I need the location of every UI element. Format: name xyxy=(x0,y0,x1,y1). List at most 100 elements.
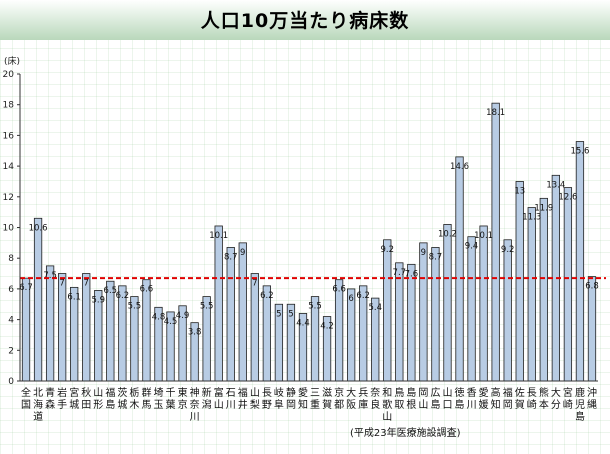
category-label: 群馬 xyxy=(141,386,151,411)
data-label: 7 xyxy=(84,279,89,289)
category-label: 石川 xyxy=(226,388,236,411)
category-label: 富山 xyxy=(214,386,224,411)
data-label: 7.5 xyxy=(43,271,57,281)
bar xyxy=(21,277,31,382)
category-label: 岩手 xyxy=(57,386,67,411)
category-label: 千葉 xyxy=(166,387,176,411)
category-labels: 全国北海道青森岩手宮城秋田山形福島茨城栃木群馬埼玉千葉東京神奈川新潟富山石川福井… xyxy=(21,386,597,423)
category-label: 埼玉 xyxy=(153,386,163,411)
category-label: 山形 xyxy=(93,387,103,411)
chart-title: 人口10万当たり病床数 xyxy=(200,10,410,32)
bar xyxy=(395,262,404,382)
category-label: 大分 xyxy=(551,386,561,411)
category-label: 長野 xyxy=(262,387,272,411)
data-label: 5.4 xyxy=(368,303,382,313)
y-tick-label: 14 xyxy=(3,162,15,172)
bars xyxy=(21,102,597,382)
category-label: 新潟 xyxy=(202,386,212,411)
data-label: 10.1 xyxy=(209,231,228,241)
data-label: 4.9 xyxy=(176,311,190,321)
bar xyxy=(467,236,476,382)
data-label: 4.4 xyxy=(296,318,310,328)
y-tick-label: 18 xyxy=(3,101,15,111)
category-label: 全国 xyxy=(21,386,31,411)
category-label: 岡山 xyxy=(418,387,428,411)
data-label: 6.2 xyxy=(260,291,274,301)
data-label: 8.7 xyxy=(224,252,238,262)
data-label: 6 xyxy=(348,294,353,304)
y-tick-label: 16 xyxy=(3,131,15,141)
category-label: 沖縄 xyxy=(587,386,597,411)
bar xyxy=(383,239,392,382)
bar xyxy=(455,156,464,382)
data-label: 10.6 xyxy=(29,223,48,233)
source-note: (平成23年医療施設調査) xyxy=(350,426,461,439)
data-label: 4.8 xyxy=(152,312,166,322)
y-tick-label: 2 xyxy=(8,346,14,356)
y-tick-label: 20 xyxy=(3,70,15,80)
category-label: 青森 xyxy=(45,386,55,411)
data-label: 5.9 xyxy=(92,295,106,305)
bar xyxy=(142,279,151,382)
data-label: 6.5 xyxy=(104,286,118,296)
data-label: 13.4 xyxy=(546,180,565,190)
bar xyxy=(587,276,597,382)
category-label: 福井 xyxy=(238,386,248,411)
data-label: 7 xyxy=(252,279,257,289)
category-label: 福岡 xyxy=(503,386,513,411)
data-label: 14.6 xyxy=(450,162,469,172)
data-label: 7 xyxy=(59,279,64,289)
bar xyxy=(431,247,440,382)
data-label: 5.5 xyxy=(128,302,142,312)
data-label: 10.1 xyxy=(474,231,493,241)
bar xyxy=(563,187,573,382)
y-axis: 0 2 4 6 8 10 12 14 16 18 20 xyxy=(3,70,20,387)
category-label: 大阪 xyxy=(346,386,356,411)
bar xyxy=(443,224,452,382)
category-label: 兵庫 xyxy=(358,386,368,411)
data-label: 10.2 xyxy=(438,229,457,239)
category-label: 熊本 xyxy=(539,386,549,411)
bar xyxy=(527,207,536,382)
title-banner xyxy=(0,0,610,40)
category-label: 佐賀 xyxy=(515,387,525,411)
category-label: 滋賀 xyxy=(322,386,332,411)
data-label: 15.6 xyxy=(570,147,589,157)
bar xyxy=(250,273,259,382)
category-label: 愛媛 xyxy=(479,386,489,411)
bar xyxy=(214,225,223,382)
category-label: 秋田 xyxy=(81,386,91,411)
y-tick-label: 8 xyxy=(8,254,14,264)
data-label: 7.6 xyxy=(405,269,419,279)
data-label: 11.3 xyxy=(522,213,541,223)
data-label: 4.2 xyxy=(320,322,334,332)
data-label: 12.6 xyxy=(558,193,577,203)
category-label: 京都 xyxy=(334,386,344,411)
category-label: 三重 xyxy=(310,388,320,411)
data-label: 5 xyxy=(288,309,293,319)
category-label: 和歌山 xyxy=(382,387,392,423)
category-label: 東京 xyxy=(178,386,188,411)
category-label: 神奈川 xyxy=(190,386,200,423)
bar xyxy=(407,263,416,382)
data-label: 6.7 xyxy=(19,283,33,293)
category-label: 鳥取 xyxy=(394,386,404,411)
data-label: 5.5 xyxy=(200,302,214,312)
bar xyxy=(419,242,428,382)
data-label: 9 xyxy=(240,248,245,258)
data-label: 11.9 xyxy=(534,203,553,213)
data-label: 6.6 xyxy=(140,285,154,295)
category-label: 愛知 xyxy=(298,386,308,411)
category-label: 栃木 xyxy=(129,386,139,411)
category-label: 徳島 xyxy=(455,386,465,411)
category-label: 高知 xyxy=(491,386,501,411)
bar xyxy=(45,265,55,382)
data-label: 4.5 xyxy=(164,317,178,327)
data-label: 9.2 xyxy=(381,245,395,255)
category-label: 島根 xyxy=(406,386,416,411)
category-label: 宮崎 xyxy=(563,386,573,411)
bar xyxy=(33,217,43,382)
data-label: 9.2 xyxy=(501,245,515,255)
bar xyxy=(515,181,524,382)
